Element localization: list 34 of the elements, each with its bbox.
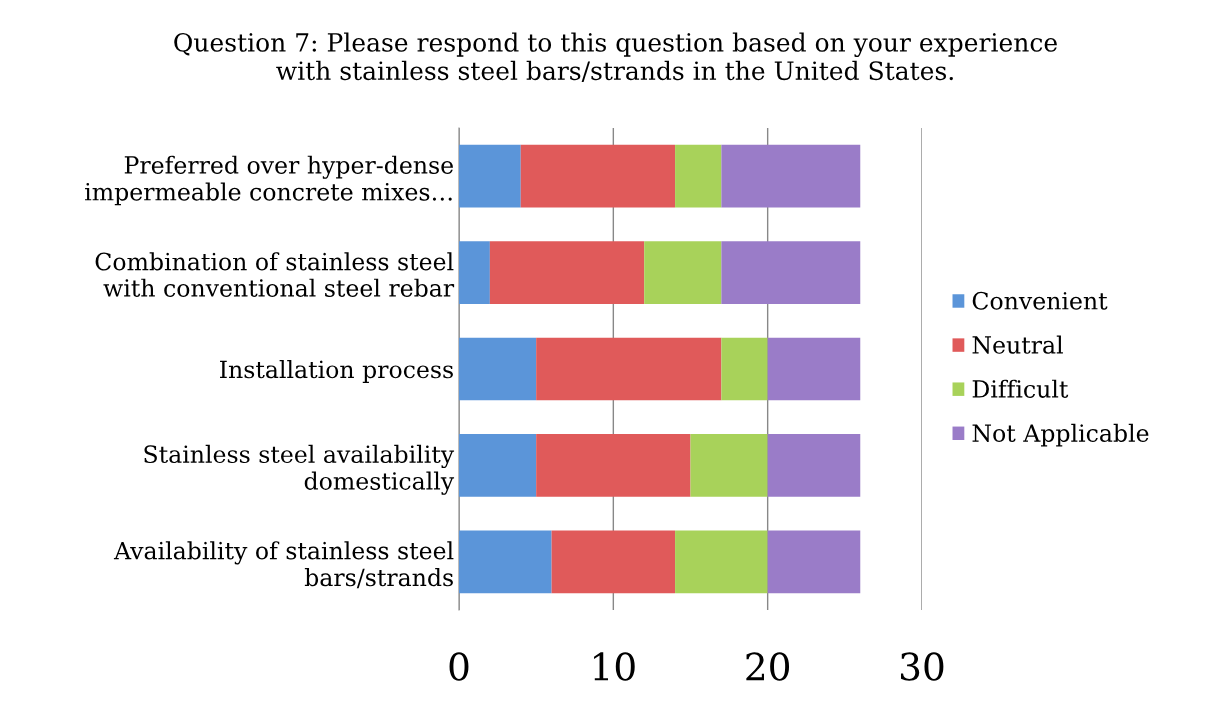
bar [767,337,861,401]
x-tick-label: 0 [449,652,469,681]
x-tick-label: 30 [901,652,944,681]
y-tick-label: Combination of stainless steel with conventional steel rebar [95,252,455,297]
bar [459,434,537,497]
bar [459,144,521,208]
bar [459,530,552,594]
bar [675,530,768,594]
bar [721,241,861,304]
bar [721,337,768,401]
y-tick-label: Installation process [220,360,453,383]
legend-label: Difficult [972,379,1069,398]
bar [520,144,676,208]
bar [644,241,722,304]
y-tick-label: Preferred over hyper-dense impermeable concrete mixes… [85,155,453,206]
legend-label: Not Applicable [972,423,1149,447]
bar [767,434,861,497]
bar [551,530,676,594]
bar [536,434,691,497]
x-tick-label: 10 [594,652,635,681]
bar [536,337,722,401]
bar [721,144,861,208]
bar [675,144,722,208]
bar [489,241,645,304]
legend-label: Neutral [972,335,1063,354]
legend-label: Convenient [972,291,1108,310]
x-tick-label: 20 [746,652,790,681]
bar [767,530,861,594]
bar [459,241,490,304]
bar [690,434,768,497]
y-tick-label: Stainless steel availability domestically [144,444,455,495]
y-tick-label: Availability of stainless steel bars/strands [113,541,454,589]
bar [459,337,537,401]
chart-title: Question 7: Please respond to this question based on your experience with stainless steel bars/strands in the United States. [174,32,1057,83]
